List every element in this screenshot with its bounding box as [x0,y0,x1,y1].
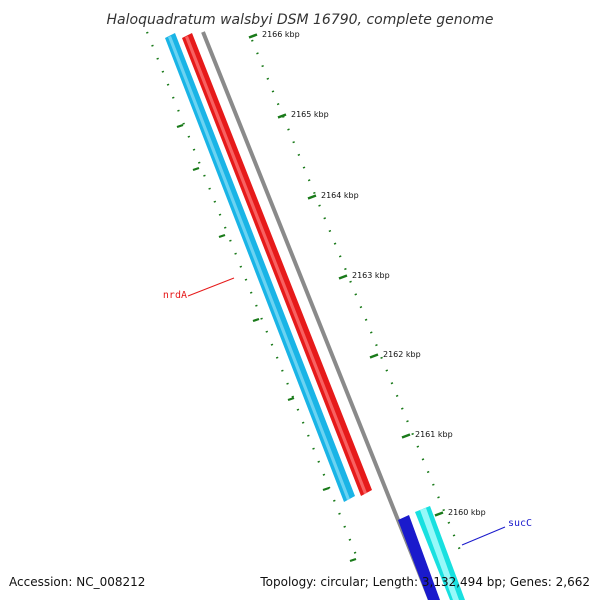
sucC-leader-line [461,526,506,546]
nrdA-bar-red-highlight [185,36,367,494]
tick-labels: 2166 kbp 2165 kbp 2164 kbp 2163 kbp 2162 kbp… [262,30,486,517]
tick-label: 2166 kbp [262,30,300,39]
tick-label: 2161 kbp [415,430,453,439]
sucC-label[interactable]: sucC [508,518,532,529]
nrdA-label[interactable]: nrdA [163,290,187,301]
map-title: Haloquadratum walsbyi DSM 16790, complet… [107,12,494,28]
sucC-bar-blue[interactable] [398,515,440,600]
gene-sucC[interactable] [398,506,465,600]
outer-major-tick [287,396,295,402]
tick-label: 2160 kbp [448,508,486,517]
tick-label: 2165 kbp [291,110,329,119]
outer-major-tick [176,123,184,129]
nrdA-bar-blue-highlight [168,36,350,500]
genome-backbone [201,31,432,600]
tick-label: 2162 kbp [383,350,421,359]
nrdA-label-group[interactable]: nrdA [163,277,235,301]
major-tick-mark [307,194,317,200]
major-tick-mark [338,274,348,280]
gene-nrdA[interactable] [165,33,372,502]
outer-major-tick [192,166,200,172]
major-tick-mark [434,511,444,517]
major-tick-mark [401,433,411,439]
nrdA-leader-line [187,277,235,297]
major-ticks [176,33,444,563]
major-tick-mark [369,353,379,359]
sucC-bar-cyan-highlight [420,508,459,600]
accession-text: Accession: NC_008212 [9,575,145,589]
outer-major-tick [322,486,330,492]
outer-major-tick [252,317,260,323]
tick-label: 2164 kbp [321,191,359,200]
sucC-label-group[interactable]: sucC [461,518,532,546]
major-tick-mark [248,33,258,39]
major-tick-mark [277,113,287,119]
outer-major-tick [349,557,357,563]
outer-major-tick [218,233,226,239]
summary-text: Topology: circular; Length: 3,132,494 bp… [259,575,590,589]
tick-label: 2163 kbp [352,271,390,280]
